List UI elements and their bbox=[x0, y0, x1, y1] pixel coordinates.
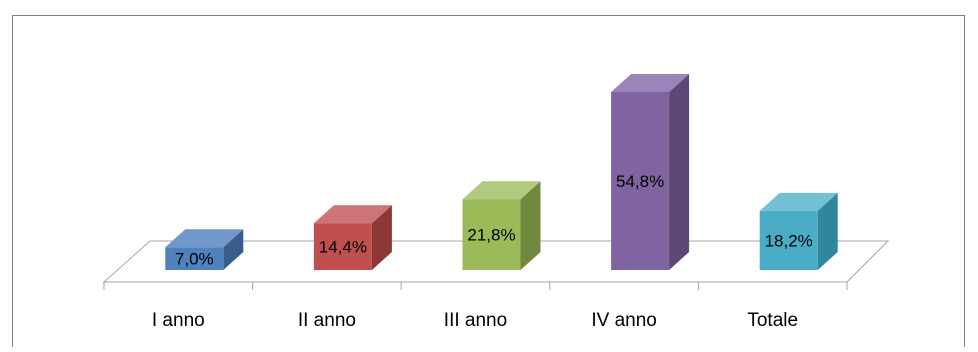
bar-top bbox=[313, 205, 392, 224]
bar-top bbox=[165, 229, 244, 248]
category-label: II anno bbox=[298, 310, 356, 331]
bar-side bbox=[817, 192, 838, 270]
floor-plane bbox=[102, 240, 890, 283]
bar-front bbox=[759, 210, 818, 270]
bar-front bbox=[165, 247, 224, 270]
bar-side bbox=[520, 181, 541, 270]
bar-side bbox=[371, 205, 392, 270]
bar-top bbox=[611, 74, 690, 92]
bar-5 bbox=[759, 192, 838, 270]
category-label: IV anno bbox=[591, 310, 657, 331]
value-labels-group: 7,0% 14,4% 21,8% 54,8% 18,2% bbox=[175, 172, 813, 269]
value-label: 21,8% bbox=[467, 226, 515, 245]
category-labels-group: I anno II anno III anno IV anno Totale bbox=[152, 310, 798, 331]
value-label: 14,4% bbox=[319, 238, 367, 257]
category-label: III anno bbox=[444, 310, 507, 331]
bar-top bbox=[462, 181, 541, 200]
category-label: I anno bbox=[152, 310, 205, 331]
bar-side bbox=[669, 74, 690, 270]
bar-1 bbox=[165, 229, 244, 270]
bar-3 bbox=[462, 181, 541, 270]
bar-top bbox=[759, 192, 838, 211]
bar-2 bbox=[313, 205, 392, 270]
value-label: 18,2% bbox=[765, 231, 813, 250]
bar-4 bbox=[611, 74, 690, 270]
value-label: 54,8% bbox=[616, 172, 664, 191]
bar-front bbox=[611, 92, 670, 270]
category-label: Totale bbox=[747, 310, 798, 331]
chart-floor bbox=[102, 240, 890, 290]
bar-front bbox=[462, 199, 521, 270]
value-label: 7,0% bbox=[175, 250, 214, 269]
bar-front bbox=[313, 223, 372, 270]
bars-group bbox=[165, 74, 838, 270]
bar-side bbox=[223, 229, 244, 270]
